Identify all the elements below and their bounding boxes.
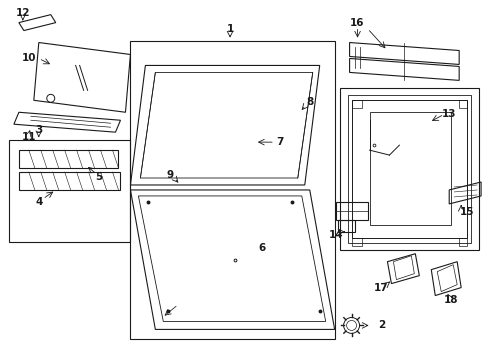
Text: 12: 12 [16,8,30,18]
Text: 15: 15 [459,207,473,217]
Text: 9: 9 [166,170,174,180]
Text: 4: 4 [35,197,42,207]
Text: 14: 14 [327,230,342,240]
Text: 17: 17 [373,283,388,293]
Text: 7: 7 [276,137,283,147]
Text: 5: 5 [95,172,102,182]
Text: 18: 18 [443,294,458,305]
Text: 10: 10 [21,54,36,63]
Text: 6: 6 [258,243,265,253]
Text: 2: 2 [377,320,385,330]
Text: 11: 11 [21,132,36,142]
Text: 13: 13 [441,109,455,119]
Text: 3: 3 [35,125,42,135]
Text: 16: 16 [349,18,364,28]
Text: 1: 1 [226,24,233,33]
Text: 8: 8 [305,97,313,107]
